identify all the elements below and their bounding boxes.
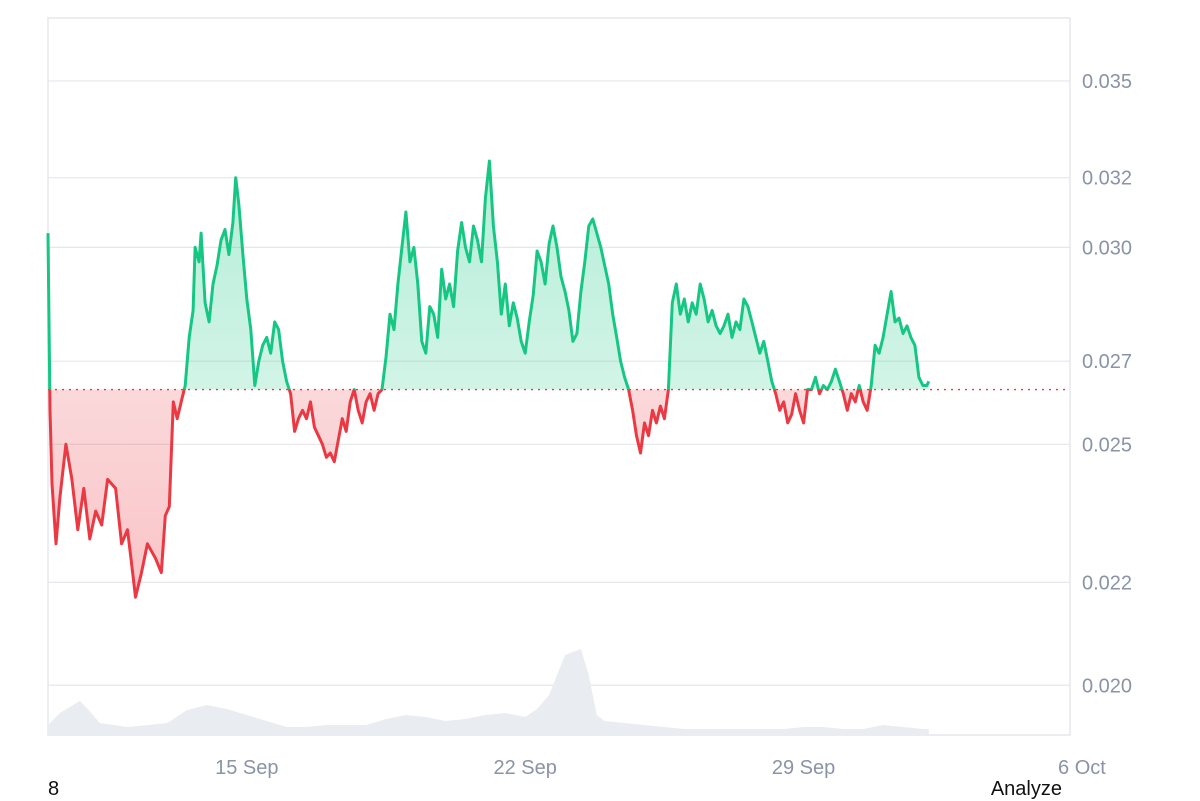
- price-line-down: [48, 389, 873, 599]
- x-axis-labels: 15 Sep 22 Sep 29 Sep 6 Oct: [215, 757, 1106, 779]
- y-tick-label: 0.020: [1082, 675, 1132, 697]
- volume-area: [48, 649, 929, 735]
- analyze-link[interactable]: Analyze: [990, 778, 1062, 800]
- x-tick-label: 15 Sep: [215, 757, 278, 779]
- area-above-baseline: [48, 161, 929, 390]
- x-tick-label: 6 Oct: [1058, 757, 1106, 779]
- x-tick-label: 29 Sep: [772, 757, 835, 779]
- y-tick-label: 0.032: [1082, 168, 1132, 190]
- footer-left-text: 8: [48, 778, 60, 800]
- price-line[interactable]: [46, 159, 931, 599]
- y-tick-label: 0.027: [1082, 351, 1132, 373]
- y-tick-label: 0.025: [1082, 434, 1132, 456]
- y-tick-label: 0.035: [1082, 71, 1132, 93]
- y-tick-label: 0.022: [1082, 572, 1132, 594]
- volume-bars: [48, 649, 929, 735]
- y-axis-labels: 0.035 0.032 0.030 0.027 0.025 0.022 0.020: [1082, 71, 1132, 697]
- price-line-up: [46, 159, 931, 390]
- price-area: [48, 161, 929, 598]
- y-tick-label: 0.030: [1082, 237, 1132, 259]
- area-below-baseline: [49, 389, 871, 598]
- x-tick-label: 22 Sep: [494, 757, 557, 779]
